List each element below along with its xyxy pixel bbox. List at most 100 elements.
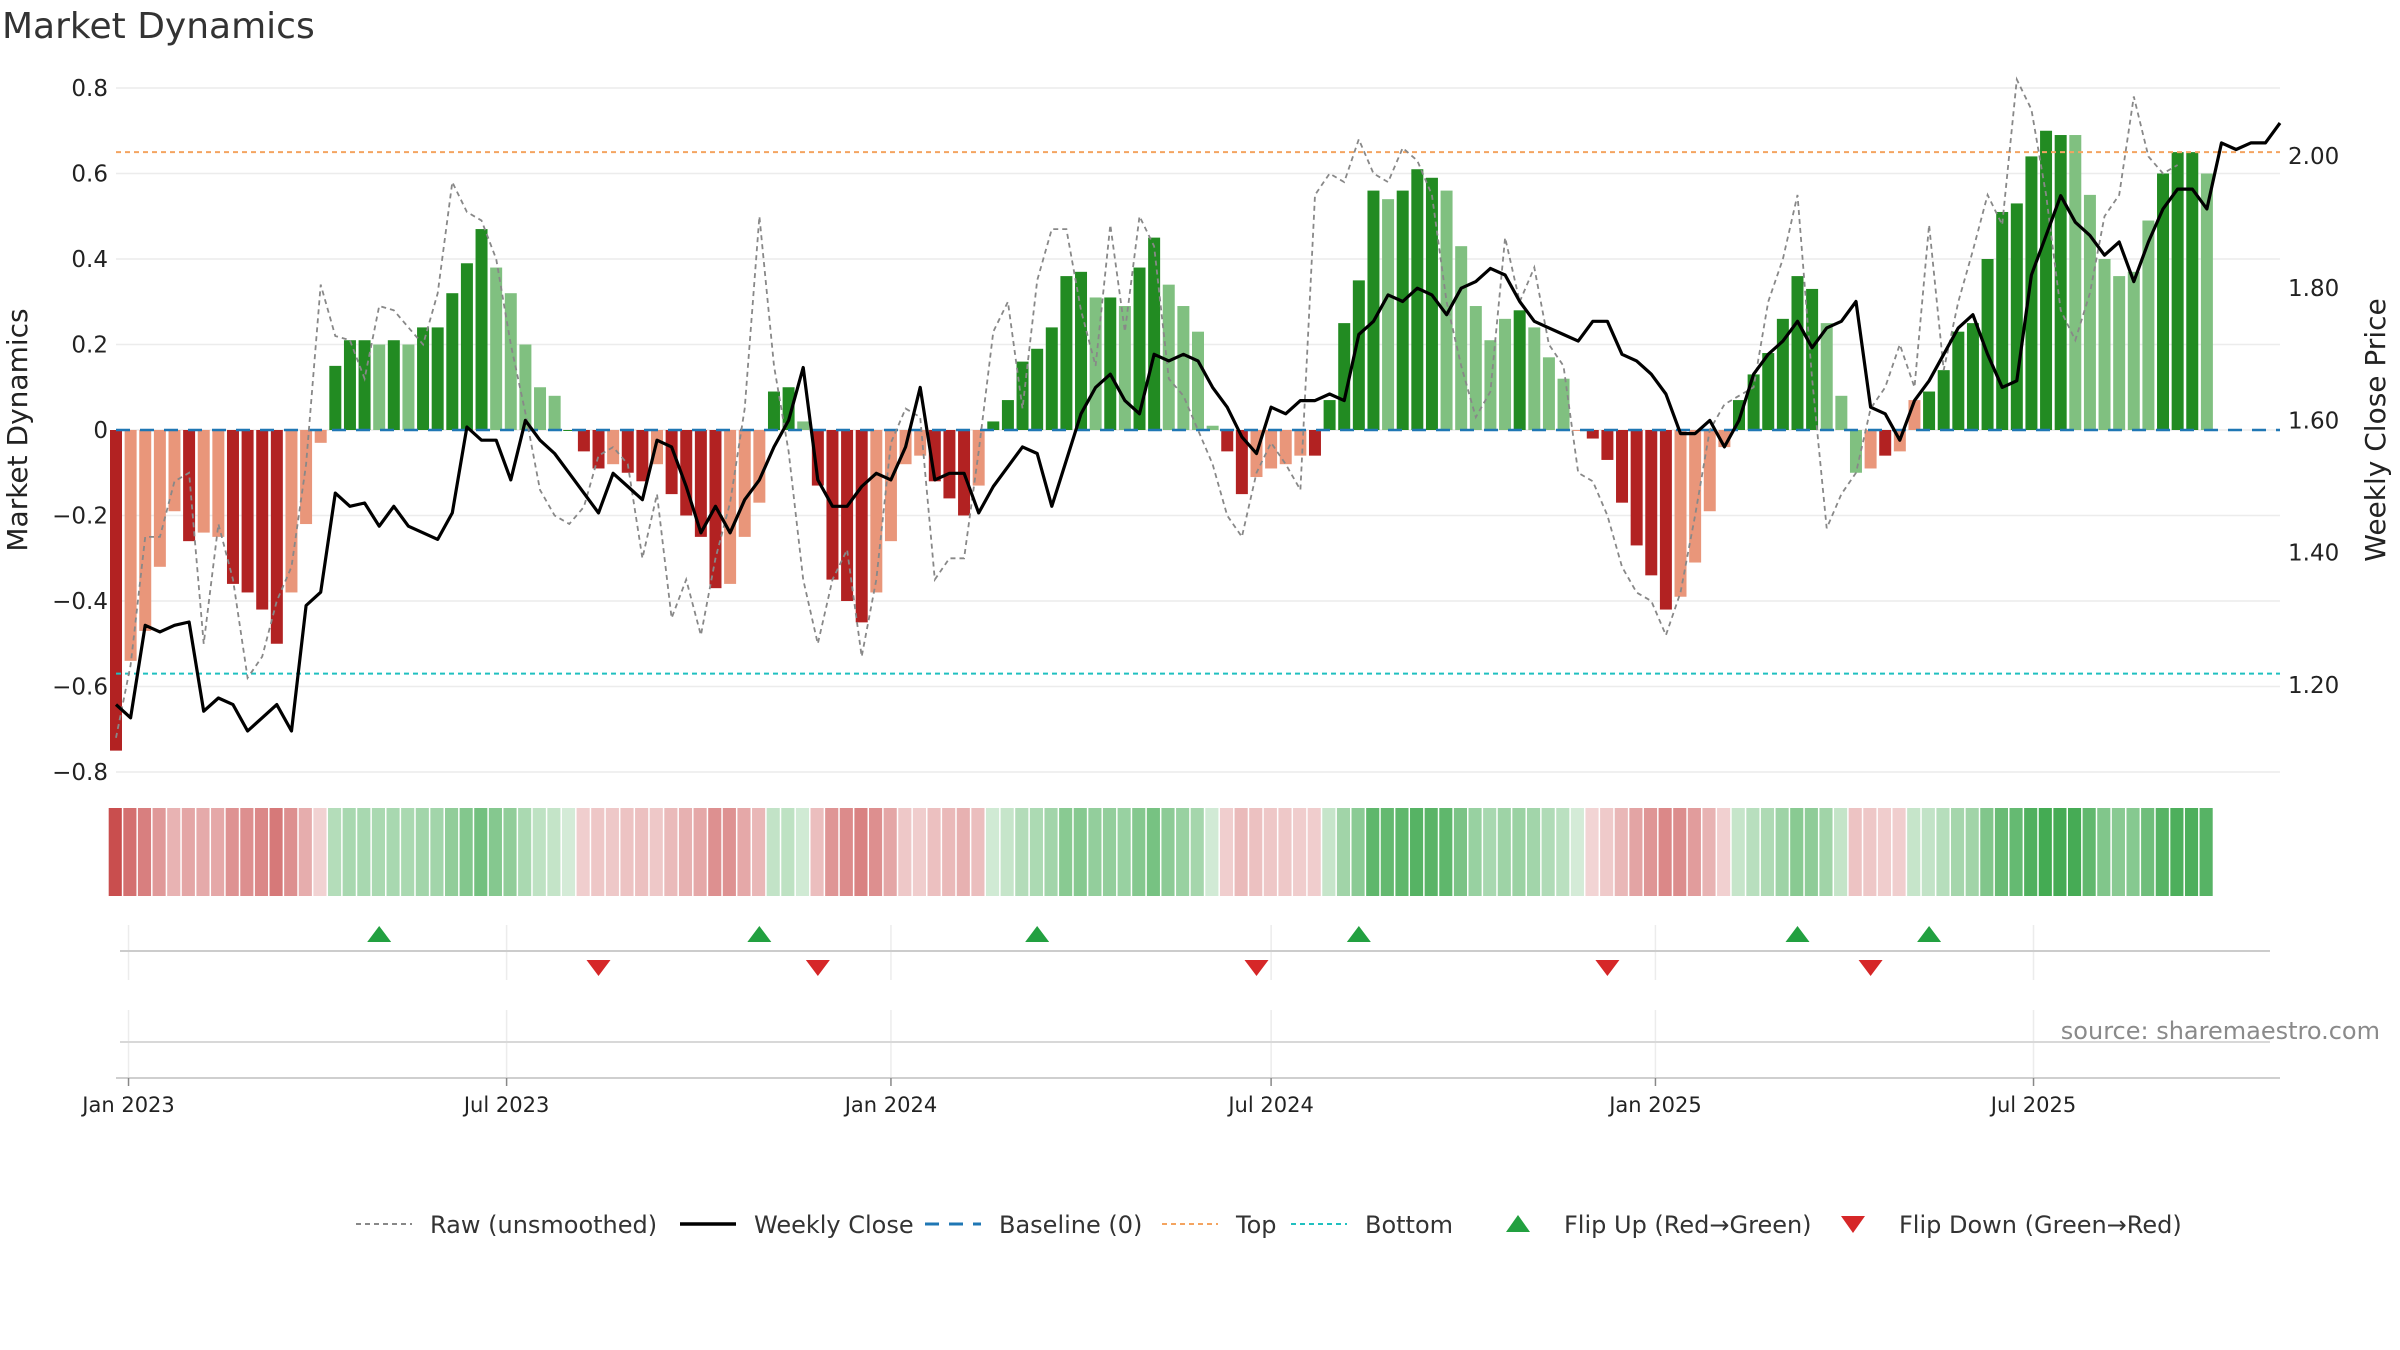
regime-strip-cell [1673,808,1687,896]
md-bar [563,430,576,431]
md-bar [1338,323,1351,430]
y-tick-label: −0.8 [52,760,108,786]
regime-strip-cell [371,808,385,896]
regime-strip-cell [1512,808,1526,896]
regime-strip-cell [1921,808,1935,896]
regime-strip-cell [1497,808,1511,896]
md-bar [1937,370,1950,430]
regime-strip-cell [1731,808,1745,896]
md-bar [1367,190,1380,430]
regime-strip-cell [1219,808,1234,896]
regime-strip-cell [649,808,663,896]
md-bar [2010,203,2023,430]
legend-label: Flip Up (Red→Green) [1564,1211,1812,1239]
md-bar [1776,318,1789,430]
regime-strip-cell [1483,808,1497,896]
md-bar [607,430,620,465]
md-bar [1864,430,1877,469]
regime-strip-cell [1541,808,1555,896]
y2-tick-label: 1.20 [2288,673,2339,699]
md-bar [753,430,766,503]
regime-strip-cell [1278,808,1292,896]
md-bar [1879,430,1892,456]
md-bar [1469,306,1482,430]
md-bar [1659,430,1672,610]
regime-strip-cell [898,808,912,896]
legend-label: Bottom [1365,1211,1453,1239]
md-bar [2127,271,2140,430]
md-bar [1528,327,1541,430]
regime-strip-cell [693,808,707,896]
regime-strip-cell [781,808,795,896]
regime-strip-cell [1132,808,1146,896]
regime-strip-cell [1614,808,1628,896]
flip-down-marker [1595,960,1620,976]
y2-tick-label: 1.60 [2288,408,2339,434]
md-bar [1118,306,1131,430]
md-bar [2098,259,2111,430]
md-bar [1996,211,2009,430]
md-bar [1192,331,1204,430]
md-bar [110,430,122,751]
md-bar [1440,190,1453,430]
regime-strip-cell [1658,808,1672,896]
md-bar [1966,323,1979,430]
md-bar [1630,430,1643,546]
regime-strip-cell [298,808,312,896]
md-bar [1689,430,1702,563]
md-bar [387,340,400,430]
regime-strip-cell [912,808,926,896]
md-bar [1820,323,1833,430]
x-tick-label: Jan 2023 [80,1093,175,1117]
regime-strip-cell [2053,808,2067,896]
md-bar [300,430,313,525]
regime-strip-cell [1073,808,1087,896]
md-bar [1762,353,1775,430]
y-tick-label: 0 [93,418,108,444]
md-bar [1016,361,1029,430]
y-tick-label: 0.4 [71,247,108,273]
regime-strip-cell [1336,808,1351,896]
md-bar [782,387,795,430]
regime-strip-cell [854,808,868,896]
regime-strip-cell [488,808,502,896]
regime-strip-cell [1600,808,1614,896]
source-label: source: sharemaestro.com [2061,1017,2380,1045]
regime-strip-cell [1249,808,1263,896]
regime-strip-cell [1453,808,1467,896]
regime-strip-cell [328,808,342,896]
x-tick-label: Jan 2025 [1607,1093,1702,1117]
regime-strip-cell [269,808,283,896]
regime-strip-cell [1585,808,1599,896]
md-bar [1396,190,1409,430]
regime-strip-cell [1380,808,1394,896]
md-bar [183,430,196,542]
md-bar [475,229,488,430]
regime-strip-cell [1702,808,1716,896]
regime-strip-cell [1819,808,1833,896]
md-bar [358,340,371,430]
md-bar [1455,246,1468,430]
regime-strip-cell [1439,808,1453,896]
regime-strip-cell [2009,808,2023,896]
chart-title: Market Dynamics [2,6,315,47]
flip-down-marker [1858,960,1883,976]
regime-strip-cell [2097,808,2111,896]
regime-strip-cell [1629,808,1643,896]
y2-axis-label: Weekly Close Price [2359,298,2392,561]
regime-strip-cell [1570,808,1584,896]
regime-strip-cell [1395,808,1409,896]
flip-up-marker [1025,926,1050,942]
md-bar [1733,400,1745,430]
regime-strip-cell [2067,808,2082,896]
md-bar [197,430,210,533]
regime-strip-cell [181,808,195,896]
md-bar [1294,430,1307,456]
md-bar [343,340,356,430]
regime-strip-cell [152,808,166,896]
md-bar [2054,135,2067,430]
md-bar [855,430,868,623]
flip-up-marker [1785,926,1810,942]
regime-strip-cell [1190,808,1204,896]
md-bar [665,430,678,495]
